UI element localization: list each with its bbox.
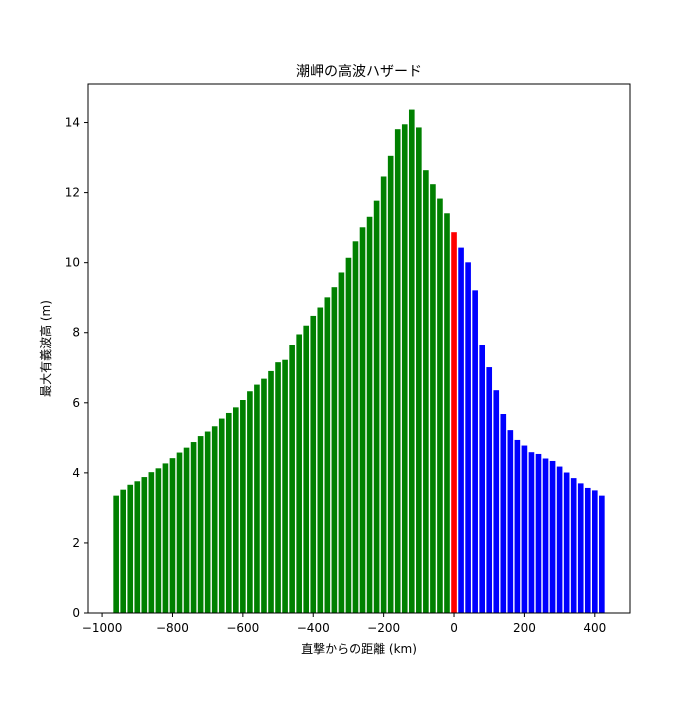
y-tick-label: 2 (72, 536, 80, 550)
bar (549, 460, 556, 613)
bar (528, 452, 535, 613)
y-tick-label: 8 (72, 326, 80, 340)
bar (542, 458, 549, 613)
bar (331, 287, 338, 613)
bar (169, 458, 176, 613)
bar (261, 378, 267, 613)
bar (408, 109, 415, 614)
bar (275, 362, 281, 613)
bar (472, 290, 478, 613)
bar (563, 472, 570, 613)
y-tick-label: 0 (72, 606, 80, 620)
x-axis-ticks: −1000 −800 −600 −400 −200 0 200 400 (82, 613, 606, 635)
bar (514, 439, 521, 613)
bar (225, 412, 232, 613)
bar (162, 463, 169, 613)
bar (134, 481, 141, 613)
bar (521, 445, 528, 613)
bar (176, 452, 183, 613)
bar (204, 431, 211, 613)
bar (591, 490, 598, 613)
y-axis-ticks: 0 2 4 6 8 10 12 14 (65, 116, 88, 620)
x-axis-label: 直撃からの距離 (km) (301, 641, 417, 656)
bar (444, 213, 450, 613)
bar (317, 307, 324, 613)
x-tick-label: −800 (156, 621, 189, 635)
bar (247, 391, 253, 613)
chart-title: 潮岬の高波ハザード (296, 63, 422, 80)
bar (127, 484, 134, 613)
bar (352, 241, 359, 613)
x-tick-label: 200 (513, 621, 536, 635)
bar (458, 247, 464, 614)
bar (430, 184, 436, 613)
y-tick-label: 10 (65, 256, 80, 270)
bar (324, 297, 331, 613)
bar (479, 344, 485, 613)
bar (310, 315, 317, 613)
bar (493, 390, 500, 613)
bar (289, 344, 295, 613)
bar (451, 232, 457, 613)
bar (486, 367, 493, 613)
plot-frame (87, 83, 631, 614)
y-tick-label: 4 (72, 466, 80, 480)
x-tick-label: 0 (450, 621, 458, 635)
bar (387, 155, 394, 614)
y-tick-label: 6 (72, 396, 80, 410)
bar (500, 414, 507, 613)
bar (401, 124, 408, 613)
bar (577, 483, 584, 613)
bar (240, 399, 246, 613)
bar (148, 472, 155, 613)
bar (211, 426, 218, 613)
bar (570, 478, 577, 613)
bar (155, 468, 162, 613)
bar (141, 477, 148, 613)
bar (183, 447, 190, 613)
bar (303, 325, 310, 613)
bar (584, 487, 591, 613)
bar (190, 442, 197, 613)
y-axis-label: 最大有義波高 (m) (38, 300, 53, 397)
bar (535, 453, 542, 613)
x-tick-label: −200 (367, 621, 400, 635)
y-tick-label: 14 (65, 116, 80, 130)
bar (507, 430, 514, 613)
bar (254, 384, 260, 613)
bar (233, 407, 239, 613)
bar (373, 200, 380, 613)
bar (380, 176, 387, 613)
bar (556, 466, 563, 613)
bar (345, 257, 352, 613)
bar (282, 359, 288, 613)
bar (120, 489, 127, 613)
bar (218, 418, 225, 613)
bars-group (113, 109, 605, 614)
bar (197, 436, 204, 613)
x-tick-label: −400 (297, 621, 330, 635)
bar (113, 495, 119, 613)
x-tick-label: −600 (226, 621, 259, 635)
bar (416, 127, 422, 613)
y-tick-label: 12 (65, 186, 80, 200)
bar (338, 272, 345, 613)
x-tick-label: 400 (583, 621, 606, 635)
bar (268, 370, 274, 613)
bar (599, 495, 605, 613)
bar (465, 262, 471, 613)
bar (359, 227, 366, 613)
bar (423, 170, 429, 613)
bar (296, 334, 302, 613)
bar (437, 198, 443, 613)
x-tick-label: −1000 (82, 621, 123, 635)
bar (366, 216, 373, 613)
bar (394, 129, 401, 613)
